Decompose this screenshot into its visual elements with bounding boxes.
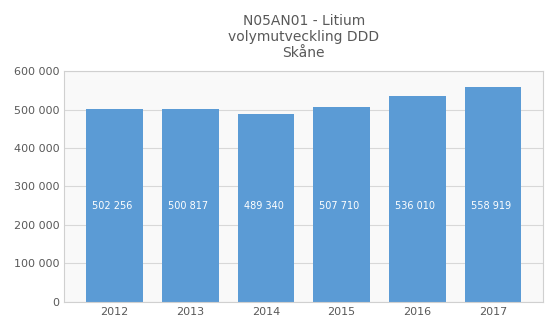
Text: 507 710: 507 710 <box>319 201 359 211</box>
Title: N05AN01 - Litium
volymutveckling DDD
Skåne: N05AN01 - Litium volymutveckling DDD Skå… <box>228 14 379 60</box>
Bar <box>389 96 446 302</box>
Bar <box>313 107 370 302</box>
Text: 489 340: 489 340 <box>243 201 284 211</box>
Bar <box>465 87 521 302</box>
Bar <box>162 109 218 302</box>
Text: 500 817: 500 817 <box>168 201 208 211</box>
Bar <box>237 114 294 302</box>
Text: 558 919: 558 919 <box>471 201 511 211</box>
Text: 536 010: 536 010 <box>395 201 435 211</box>
Bar <box>86 109 143 302</box>
Text: 502 256: 502 256 <box>92 201 133 211</box>
